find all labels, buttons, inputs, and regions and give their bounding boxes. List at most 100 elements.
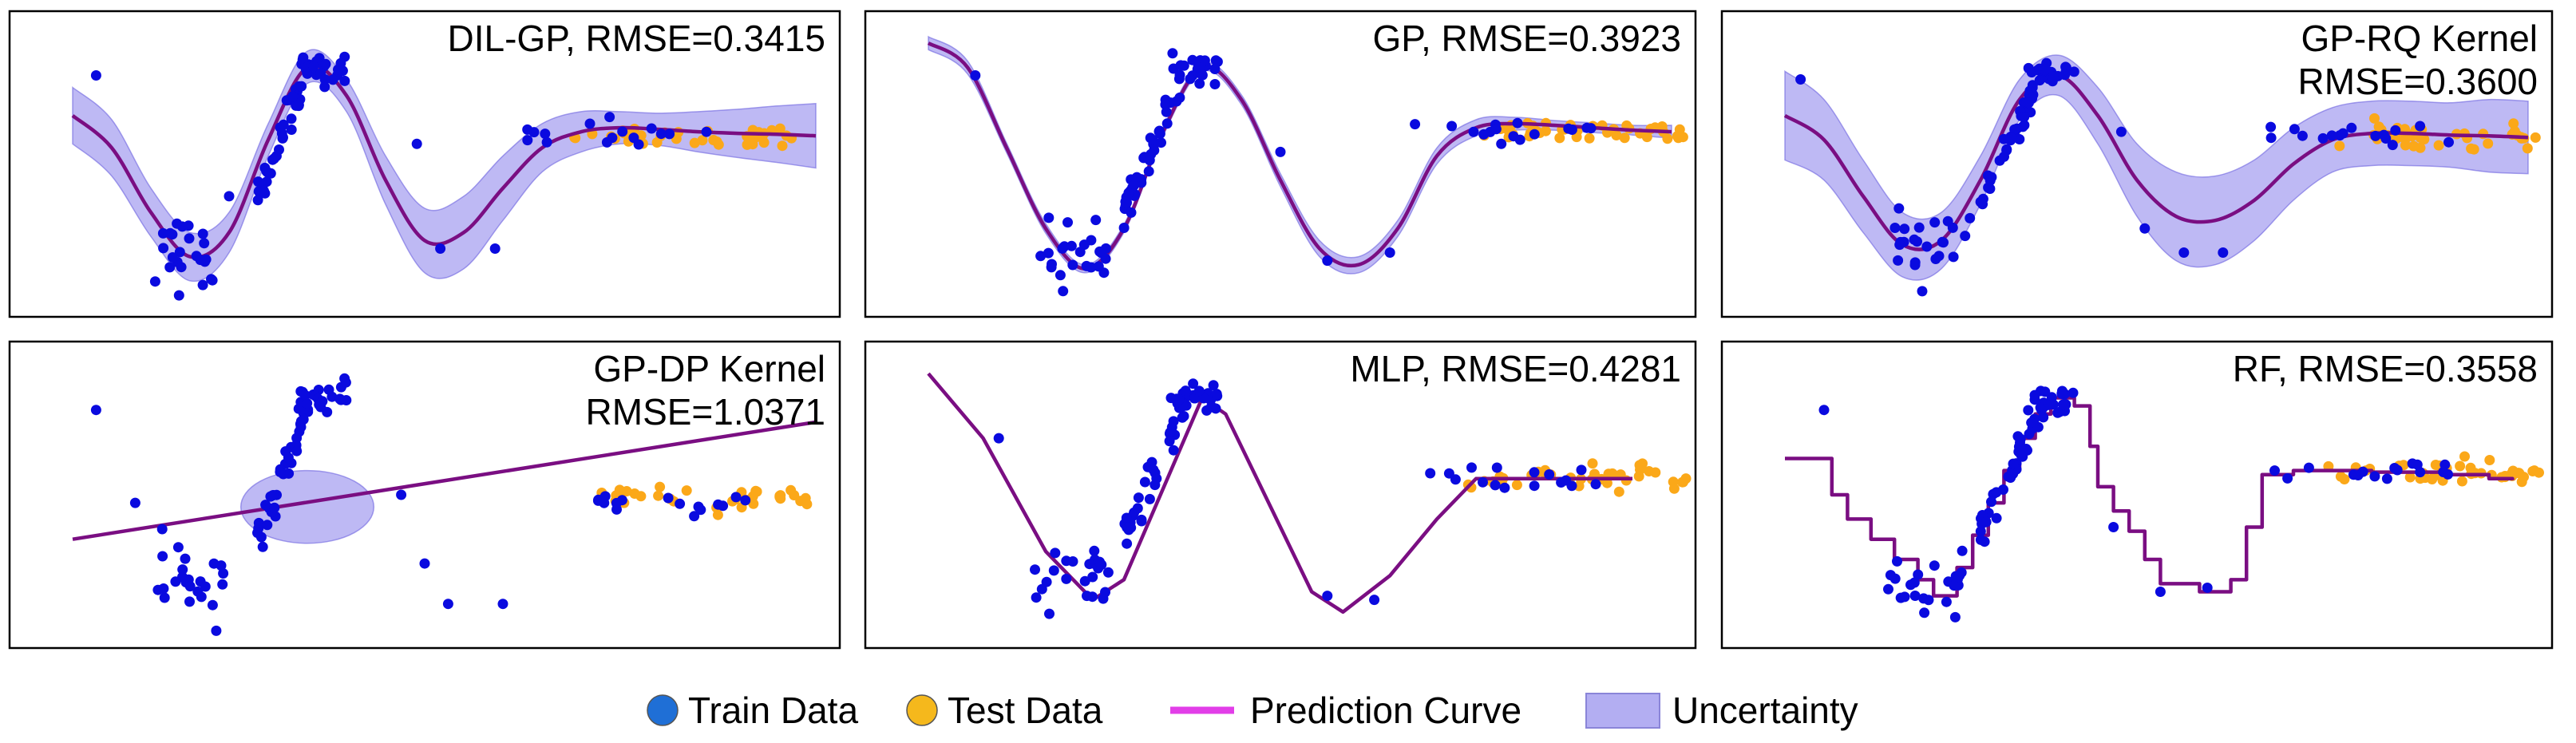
train-point — [2337, 128, 2348, 139]
train-point — [1984, 184, 1996, 194]
test-point — [2483, 138, 2494, 149]
train-point — [1883, 583, 1893, 595]
train-point — [2108, 522, 2119, 532]
train-point — [1144, 493, 1155, 504]
panel-frame — [8, 10, 841, 318]
train-point — [2218, 247, 2229, 259]
legend-item: Uncertainty — [1585, 690, 1858, 731]
train-point — [1168, 416, 1179, 427]
train-point — [1199, 55, 1210, 66]
train-point — [730, 492, 742, 503]
train-point — [1893, 255, 1904, 266]
train-point — [1131, 172, 1142, 183]
train-point — [1089, 545, 1100, 556]
train-point — [1156, 137, 1166, 148]
prediction-curve — [72, 420, 817, 541]
train-point — [184, 581, 196, 592]
train-point — [2026, 67, 2037, 78]
test-point — [2373, 121, 2384, 132]
train-point — [295, 421, 307, 433]
train-point — [275, 466, 286, 477]
train-point — [159, 592, 170, 603]
train-point — [1942, 215, 1953, 227]
train-point — [156, 524, 168, 535]
train-point — [1998, 133, 2009, 144]
train-point — [1167, 48, 1178, 59]
test-point — [795, 496, 806, 507]
train-point — [411, 138, 422, 149]
train-point — [291, 445, 303, 456]
train-point — [1889, 223, 1901, 233]
panel-title: MLP, RMSE=0.4281 — [1350, 348, 1681, 389]
train-point — [1094, 246, 1106, 257]
test-point — [1540, 125, 1551, 136]
train-point — [1174, 69, 1185, 81]
test-point — [774, 123, 785, 134]
panel-5: RF, RMSE=0.3558 — [1720, 340, 2554, 650]
train-point — [1923, 595, 1934, 606]
train-point — [1957, 545, 1968, 556]
train-point — [1986, 172, 1997, 183]
train-point — [1979, 536, 1990, 547]
test-point — [1587, 458, 1598, 469]
train-point — [1058, 286, 1069, 297]
panel-4: MLP, RMSE=0.4281 — [864, 340, 1697, 650]
train-point — [633, 139, 644, 150]
train-point — [1102, 567, 1114, 578]
train-point — [1991, 512, 2002, 524]
test-point — [1634, 460, 1645, 471]
train-point — [1150, 480, 1161, 491]
train-point — [2060, 69, 2071, 81]
train-point — [663, 492, 674, 504]
train-point — [1466, 462, 1477, 473]
train-point — [1057, 243, 1068, 254]
train-point — [1164, 436, 1175, 447]
train-point — [2202, 582, 2213, 593]
train-point — [287, 91, 299, 102]
train-point — [170, 576, 181, 587]
train-point — [2380, 133, 2392, 144]
train-point — [157, 551, 168, 562]
train-point — [607, 132, 618, 144]
train-point — [1490, 124, 1502, 135]
legend-marker — [906, 694, 938, 726]
train-point — [1193, 385, 1205, 397]
train-point — [1446, 121, 1458, 132]
train-point — [1917, 286, 1928, 297]
train-point — [158, 583, 169, 594]
train-point — [1030, 564, 1040, 575]
train-point — [604, 112, 615, 123]
train-point — [1209, 64, 1221, 74]
legend-label: Train Data — [688, 690, 858, 731]
train-point — [1384, 247, 1395, 259]
test-point — [1650, 467, 1661, 478]
test-point — [1677, 132, 1688, 143]
train-point — [211, 625, 222, 636]
train-point — [257, 541, 268, 552]
train-point — [261, 176, 272, 188]
train-point — [1795, 74, 1806, 85]
train-point — [302, 397, 313, 409]
train-point — [1933, 251, 1945, 262]
train-point — [1147, 134, 1158, 145]
train-point — [172, 218, 183, 229]
train-point — [196, 591, 207, 603]
train-point — [1187, 54, 1198, 65]
panel-frame — [8, 340, 841, 650]
test-point — [2404, 472, 2416, 483]
train-point — [1496, 138, 1507, 149]
train-point — [278, 132, 288, 143]
train-point — [1960, 231, 1971, 242]
panel-title: RMSE=0.3600 — [2298, 61, 2538, 102]
train-point — [2289, 124, 2300, 135]
train-point — [184, 233, 195, 244]
test-point — [1613, 486, 1624, 497]
train-point — [319, 81, 330, 93]
train-point — [197, 228, 208, 239]
test-point — [2468, 144, 2479, 155]
test-point — [1619, 132, 1630, 144]
test-point — [2519, 472, 2529, 483]
train-point — [1909, 257, 1921, 268]
train-point — [1490, 480, 1501, 491]
train-point — [489, 243, 501, 254]
